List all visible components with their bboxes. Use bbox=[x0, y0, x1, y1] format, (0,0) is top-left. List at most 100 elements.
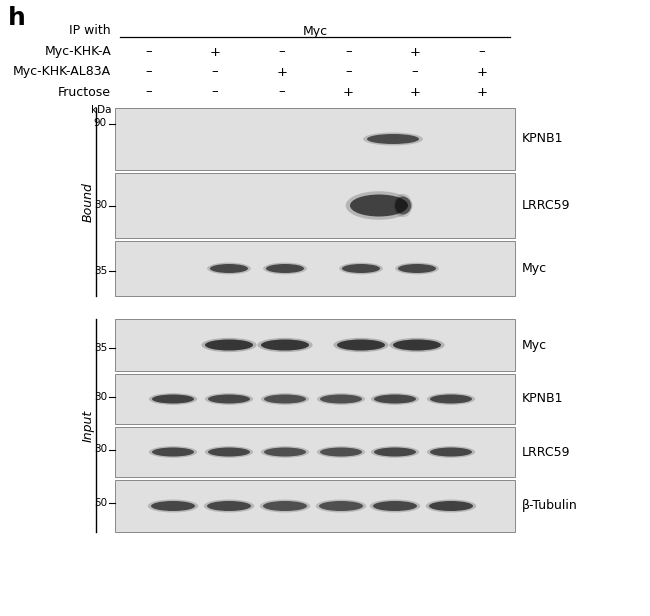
Text: Input: Input bbox=[81, 410, 94, 442]
Text: 35: 35 bbox=[94, 266, 107, 276]
Ellipse shape bbox=[394, 194, 412, 217]
FancyBboxPatch shape bbox=[115, 319, 515, 371]
Ellipse shape bbox=[208, 447, 250, 456]
Text: Myc: Myc bbox=[302, 25, 328, 38]
Text: +: + bbox=[410, 86, 421, 99]
Ellipse shape bbox=[371, 446, 419, 458]
Text: KPNB1: KPNB1 bbox=[522, 132, 564, 145]
Ellipse shape bbox=[319, 501, 363, 511]
Ellipse shape bbox=[151, 501, 195, 511]
Text: –: – bbox=[345, 46, 352, 59]
Text: 30: 30 bbox=[94, 200, 107, 211]
Ellipse shape bbox=[261, 339, 309, 351]
Ellipse shape bbox=[202, 338, 257, 352]
Ellipse shape bbox=[149, 393, 197, 405]
Text: Myc: Myc bbox=[522, 339, 547, 352]
Text: –: – bbox=[145, 46, 151, 59]
Ellipse shape bbox=[430, 447, 472, 456]
Text: –: – bbox=[212, 65, 218, 78]
Text: 30: 30 bbox=[94, 445, 107, 455]
Ellipse shape bbox=[370, 500, 421, 513]
Ellipse shape bbox=[333, 338, 389, 352]
Ellipse shape bbox=[257, 338, 313, 352]
Ellipse shape bbox=[398, 264, 436, 273]
Ellipse shape bbox=[317, 446, 365, 458]
Text: LRRC59: LRRC59 bbox=[522, 199, 571, 212]
Text: kDa: kDa bbox=[90, 105, 111, 115]
Ellipse shape bbox=[342, 264, 380, 273]
FancyBboxPatch shape bbox=[115, 480, 515, 532]
Text: Myc-KHK-AL83A: Myc-KHK-AL83A bbox=[13, 65, 111, 78]
Ellipse shape bbox=[152, 394, 194, 403]
Ellipse shape bbox=[203, 500, 254, 513]
Ellipse shape bbox=[346, 191, 412, 220]
FancyBboxPatch shape bbox=[115, 374, 515, 424]
Ellipse shape bbox=[337, 339, 385, 351]
Ellipse shape bbox=[320, 447, 362, 456]
Text: 90: 90 bbox=[94, 118, 107, 129]
Text: –: – bbox=[278, 86, 285, 99]
Ellipse shape bbox=[208, 394, 250, 403]
Ellipse shape bbox=[210, 264, 248, 273]
Text: Myc-KHK-A: Myc-KHK-A bbox=[44, 46, 111, 59]
Ellipse shape bbox=[395, 262, 439, 274]
Ellipse shape bbox=[261, 446, 309, 458]
Text: LRRC59: LRRC59 bbox=[522, 445, 571, 458]
Ellipse shape bbox=[264, 394, 306, 403]
Text: 50: 50 bbox=[94, 498, 107, 508]
Ellipse shape bbox=[374, 447, 416, 456]
Text: 35: 35 bbox=[94, 342, 107, 352]
Ellipse shape bbox=[427, 393, 475, 405]
Text: –: – bbox=[145, 65, 151, 78]
Text: 30: 30 bbox=[94, 392, 107, 402]
Ellipse shape bbox=[207, 501, 251, 511]
Ellipse shape bbox=[317, 393, 365, 405]
Ellipse shape bbox=[427, 446, 475, 458]
Ellipse shape bbox=[363, 132, 423, 145]
Ellipse shape bbox=[152, 447, 194, 456]
Text: +: + bbox=[276, 65, 287, 78]
Ellipse shape bbox=[393, 339, 441, 351]
Text: –: – bbox=[212, 86, 218, 99]
Text: –: – bbox=[278, 46, 285, 59]
Text: –: – bbox=[345, 65, 352, 78]
Ellipse shape bbox=[205, 339, 253, 351]
FancyBboxPatch shape bbox=[115, 108, 515, 170]
Ellipse shape bbox=[148, 500, 198, 513]
Text: IP with: IP with bbox=[70, 25, 111, 38]
Text: Bound: Bound bbox=[81, 182, 94, 222]
Ellipse shape bbox=[205, 446, 253, 458]
Text: –: – bbox=[478, 46, 485, 59]
Ellipse shape bbox=[367, 134, 419, 144]
Ellipse shape bbox=[389, 338, 445, 352]
Ellipse shape bbox=[263, 262, 307, 274]
Text: β-Tubulin: β-Tubulin bbox=[522, 500, 578, 513]
Text: KPNB1: KPNB1 bbox=[522, 392, 564, 405]
FancyBboxPatch shape bbox=[115, 241, 515, 296]
Ellipse shape bbox=[320, 394, 362, 403]
Text: –: – bbox=[411, 65, 419, 78]
Ellipse shape bbox=[207, 262, 251, 274]
Ellipse shape bbox=[266, 264, 304, 273]
Ellipse shape bbox=[429, 501, 473, 511]
Ellipse shape bbox=[205, 393, 253, 405]
Text: +: + bbox=[343, 86, 354, 99]
Ellipse shape bbox=[430, 394, 472, 403]
Text: Fructose: Fructose bbox=[58, 86, 111, 99]
Ellipse shape bbox=[149, 446, 197, 458]
Text: h: h bbox=[8, 6, 26, 30]
Ellipse shape bbox=[264, 447, 306, 456]
Ellipse shape bbox=[371, 393, 419, 405]
Ellipse shape bbox=[263, 501, 307, 511]
Text: +: + bbox=[476, 65, 487, 78]
Ellipse shape bbox=[260, 500, 310, 513]
FancyBboxPatch shape bbox=[115, 173, 515, 238]
Text: Myc: Myc bbox=[522, 262, 547, 275]
FancyBboxPatch shape bbox=[115, 427, 515, 477]
Ellipse shape bbox=[373, 501, 417, 511]
Ellipse shape bbox=[350, 195, 408, 216]
Text: +: + bbox=[476, 86, 487, 99]
Ellipse shape bbox=[316, 500, 367, 513]
Text: +: + bbox=[410, 46, 421, 59]
Text: –: – bbox=[145, 86, 151, 99]
